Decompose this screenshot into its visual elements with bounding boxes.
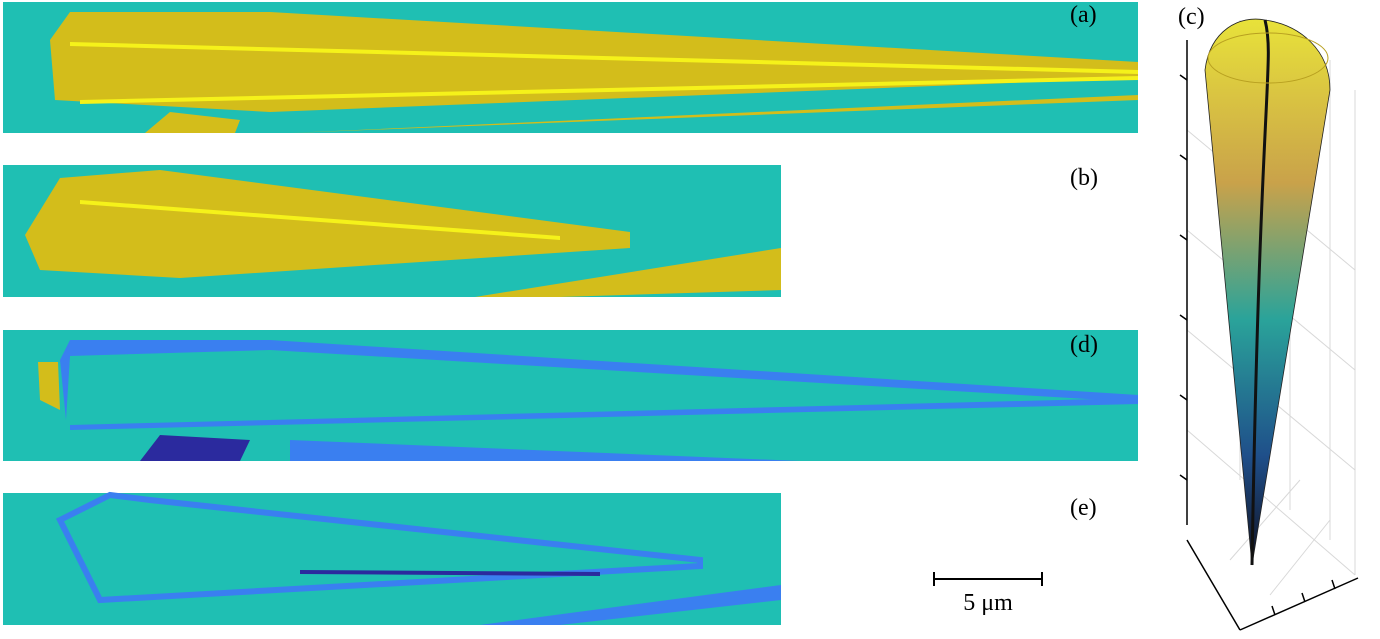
panel-label: (e)	[1070, 495, 1097, 521]
cone-surface	[1204, 18, 1331, 566]
cone-axes	[1179, 40, 1359, 631]
panel-d	[3, 330, 1138, 461]
panel-label: (b)	[1070, 165, 1098, 191]
panel-label: (c)	[1178, 4, 1205, 30]
scale-bar-label: 5 μm	[963, 590, 1013, 616]
panel-b	[3, 165, 781, 297]
panel-label: (d)	[1070, 332, 1098, 358]
panel-label: (a)	[1070, 2, 1097, 28]
scale-bar: 5 μm	[933, 572, 1043, 616]
panel-e	[3, 491, 781, 625]
panel-a	[3, 2, 1138, 133]
